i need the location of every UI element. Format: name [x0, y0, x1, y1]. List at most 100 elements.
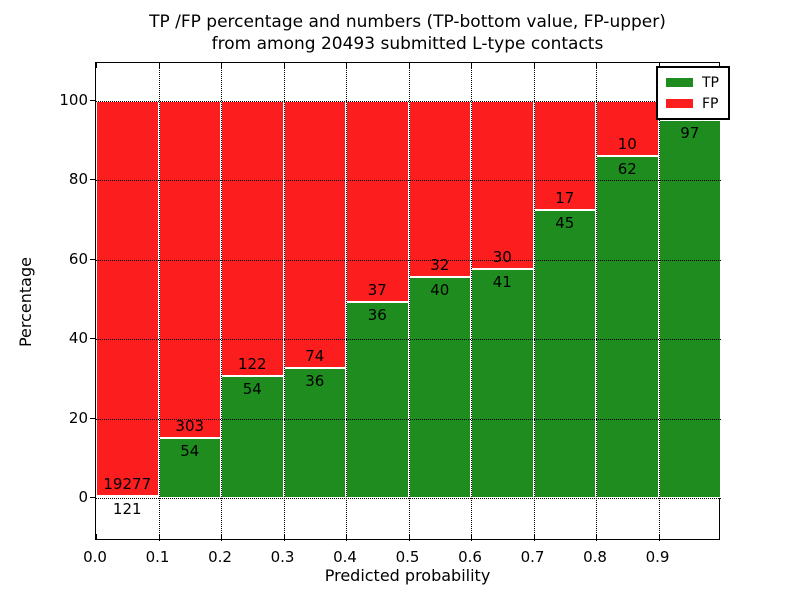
x-axis-tick-top: [658, 63, 660, 68]
x-tick-label: 0.7: [520, 548, 545, 566]
tp-count-label: 36: [367, 306, 387, 325]
vertical-gridline: [408, 63, 410, 541]
x-axis-tick-top: [158, 63, 160, 68]
x-axis-tick-top: [533, 63, 535, 68]
horizontal-gridline: [96, 498, 721, 499]
vertical-gridline: [221, 63, 222, 541]
tp-count-label: 62: [617, 160, 637, 179]
vertical-gridline: [283, 63, 285, 541]
fp-color-swatch: [666, 99, 693, 108]
x-tick-label: 0.8: [583, 548, 607, 566]
fp-bar-segment: [158, 101, 221, 438]
horizontal-gridline: [96, 259, 721, 261]
tp-bar-segment: [283, 368, 346, 498]
fp-count-label: 303: [175, 416, 205, 435]
fp-bar-segment: [408, 101, 471, 278]
x-tick-label: 0.3: [270, 548, 295, 566]
y-tick-label: 20: [68, 408, 88, 427]
horizontal-gridline: [96, 418, 721, 420]
tp-bar-segment: [96, 495, 159, 498]
x-tick-label: 0.2: [208, 548, 232, 566]
legend-item-fp: FP: [666, 95, 719, 112]
vertical-gridline: [471, 63, 472, 541]
fp-count-label: 10: [617, 135, 637, 154]
vertical-gridline: [346, 63, 347, 541]
tp-count-label: 36: [305, 372, 325, 391]
x-axis-tick: [283, 534, 285, 539]
tp-count-label: 97: [680, 124, 700, 143]
y-tick-label: 100: [59, 91, 88, 109]
y-axis-label: Percentage: [16, 257, 35, 348]
vertical-gridline: [596, 63, 597, 541]
tp-bar-segment: [158, 437, 221, 498]
x-axis-tick-top: [96, 63, 97, 68]
chart-title-line2: from among 20493 submitted L-type contac…: [211, 34, 604, 54]
vertical-gridline: [658, 63, 660, 541]
fp-bar-segment: [346, 101, 409, 303]
x-axis-tick-top: [283, 63, 285, 68]
tp-bar-segment: [596, 156, 659, 498]
legend: TP FP: [656, 66, 730, 120]
horizontal-gridline: [96, 339, 721, 341]
x-axis-tick-top: [221, 63, 222, 68]
fp-count-label: 37: [367, 281, 387, 300]
fp-count-label: 32: [430, 256, 450, 275]
x-axis-tick: [158, 534, 160, 539]
x-tick-label: 0.1: [145, 548, 170, 566]
x-axis-tick: [471, 534, 472, 539]
y-tick-label: 40: [68, 329, 88, 348]
y-axis-tick: [90, 179, 95, 181]
x-axis-tick-top: [408, 63, 410, 68]
tp-count-label: 41: [492, 272, 512, 291]
x-axis-tick: [658, 534, 660, 539]
x-axis-label: Predicted probability: [324, 566, 491, 585]
fp-bar-segment: [96, 101, 159, 496]
tp-bar-segment: [658, 120, 721, 498]
horizontal-gridline: [96, 101, 721, 102]
fp-count-label: 17: [555, 188, 575, 207]
tp-count-label: 121: [112, 499, 142, 518]
fp-bar-segment: [533, 101, 596, 210]
x-axis-tick-top: [596, 63, 597, 68]
y-tick-label: 60: [68, 249, 88, 268]
tp-bar-segment: [471, 268, 534, 498]
tp-count-label: 40: [430, 281, 450, 300]
x-tick-label: 0.5: [395, 548, 420, 566]
legend-label-fp: FP: [702, 95, 719, 112]
vertical-gridline: [533, 63, 535, 541]
tp-bar-segment: [346, 302, 409, 498]
fp-bar-segment: [283, 101, 346, 369]
x-axis-tick: [346, 534, 347, 539]
fp-count-label: 30: [492, 247, 512, 266]
fp-count-label: 122: [237, 355, 267, 374]
tp-count-label: 54: [180, 441, 200, 460]
x-tick-label: 0.6: [458, 548, 482, 566]
y-axis-tick: [90, 417, 95, 419]
x-axis-tick: [96, 534, 97, 539]
x-axis-tick-top: [346, 63, 347, 68]
y-axis-tick: [90, 338, 95, 340]
y-axis-tick: [90, 258, 95, 260]
x-axis-tick-top: [471, 63, 472, 68]
x-tick-label: 0.9: [645, 548, 670, 566]
x-axis-tick: [533, 534, 535, 539]
fp-count-label: 19277: [103, 474, 152, 493]
tp-count-label: 54: [242, 380, 262, 399]
tp-color-swatch: [666, 78, 693, 87]
fp-bar-segment: [471, 101, 534, 269]
vertical-gridline: [158, 63, 160, 541]
y-tick-label: 0: [78, 488, 88, 506]
legend-item-tp: TP: [666, 74, 719, 91]
fp-bar-segment: [221, 101, 284, 377]
x-tick-label: 0.0: [83, 548, 107, 566]
plot-area: 19277 121 303 54 122 54 74 36 37 36 32 40 30 41 17 45 10…: [95, 62, 721, 541]
x-tick-label: 0.4: [333, 548, 357, 566]
x-axis-tick: [408, 534, 410, 539]
chart-title-line1: TP /FP percentage and numbers (TP-bottom…: [149, 12, 666, 32]
x-axis-tick: [221, 534, 222, 539]
y-axis-tick: [90, 497, 95, 498]
horizontal-gridline: [96, 180, 721, 182]
x-axis-tick: [596, 534, 597, 539]
tp-bar-segment: [533, 209, 596, 498]
